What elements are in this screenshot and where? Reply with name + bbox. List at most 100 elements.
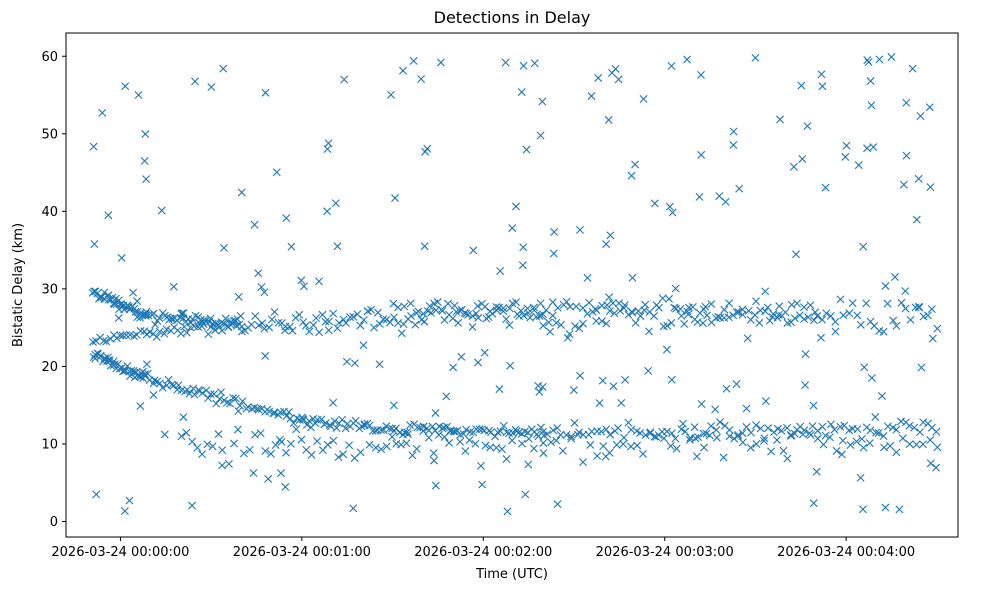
detection-point [719, 453, 728, 462]
detection-point [809, 499, 818, 508]
detection-point [299, 282, 308, 291]
detection-point [407, 312, 416, 321]
detection-point [534, 432, 543, 441]
detection-point [571, 322, 580, 331]
detection-point [315, 328, 324, 337]
x-tick-label: 2026-03-24 00:00:00 [51, 545, 189, 560]
detection-point [428, 422, 437, 431]
detection-point [379, 315, 388, 324]
detection-point [297, 276, 306, 285]
detection-point [188, 501, 197, 510]
detection-point [329, 309, 338, 318]
detection-point [276, 469, 285, 478]
detection-point [734, 308, 743, 317]
detection-point [628, 273, 637, 282]
detection-point [286, 439, 295, 448]
detection-point [511, 202, 520, 211]
detection-point [131, 307, 140, 316]
detection-point [486, 307, 495, 316]
detection-point [905, 440, 914, 449]
detection-point [573, 430, 582, 439]
detection-point [535, 387, 544, 396]
detection-point [892, 448, 901, 457]
detection-point [457, 352, 466, 361]
detection-point [742, 423, 751, 432]
detection-point [614, 75, 623, 84]
detection-point [281, 322, 290, 331]
detection-point [583, 273, 592, 282]
detection-point [905, 421, 914, 430]
detection-point [499, 421, 508, 430]
detection-point [339, 450, 348, 459]
detection-point [402, 439, 411, 448]
detection-point [400, 302, 409, 311]
detection-point [932, 427, 941, 436]
detection-point [865, 439, 874, 448]
detection-point [275, 435, 284, 444]
detection-point [408, 451, 417, 460]
detection-point [260, 324, 269, 333]
detection-point [776, 115, 785, 124]
detection-point [764, 424, 773, 433]
detection-point [267, 315, 276, 324]
chart-title: Detections in Delay [434, 8, 591, 27]
detection-point [438, 424, 447, 433]
detection-point [215, 394, 224, 403]
detection-point [725, 299, 734, 308]
detection-point [158, 383, 167, 392]
detection-point [714, 312, 723, 321]
detection-point [543, 430, 552, 439]
detection-point [725, 425, 734, 434]
detection-point [335, 318, 344, 327]
detection-point [781, 308, 790, 317]
detection-point [206, 323, 215, 332]
detection-point [247, 320, 256, 329]
detection-point [546, 327, 555, 336]
detection-point [914, 174, 923, 183]
detection-point [98, 108, 107, 117]
detection-point [449, 363, 458, 372]
detection-point [773, 436, 782, 445]
detection-point [852, 437, 861, 446]
detection-point [593, 451, 602, 460]
detection-point [349, 312, 358, 321]
detection-point [875, 55, 884, 64]
detection-point [109, 357, 118, 366]
detection-point [481, 441, 490, 450]
detection-point [798, 154, 807, 163]
detection-point [360, 421, 369, 430]
detection-point [265, 407, 274, 416]
detection-point [475, 425, 484, 434]
detection-point [307, 450, 316, 459]
detection-point [544, 318, 553, 327]
detection-point [585, 298, 594, 307]
detection-point [665, 294, 673, 303]
y-tick-label: 30 [41, 282, 58, 297]
detection-point [902, 98, 911, 107]
detection-point [118, 331, 127, 340]
detection-point [524, 460, 533, 469]
detection-point [721, 197, 730, 206]
detection-point [812, 467, 821, 476]
detection-point [512, 298, 521, 307]
detection-point [694, 433, 703, 442]
detection-point [231, 394, 240, 403]
detection-point [633, 441, 642, 450]
detection-point [553, 500, 562, 509]
detection-point [556, 430, 565, 439]
detection-point [224, 459, 233, 468]
y-tick-label: 10 [41, 437, 58, 452]
detection-point [196, 315, 205, 324]
detection-point [138, 367, 147, 376]
detection-point [539, 321, 548, 330]
detection-point [505, 321, 514, 330]
detection-point [677, 311, 686, 320]
detection-point [149, 309, 158, 318]
detection-point [91, 354, 100, 363]
detection-point [265, 323, 274, 332]
detection-point [472, 425, 481, 434]
detection-point [179, 309, 188, 318]
detection-point [520, 427, 529, 436]
detection-point [365, 440, 374, 449]
detection-point [854, 161, 863, 170]
